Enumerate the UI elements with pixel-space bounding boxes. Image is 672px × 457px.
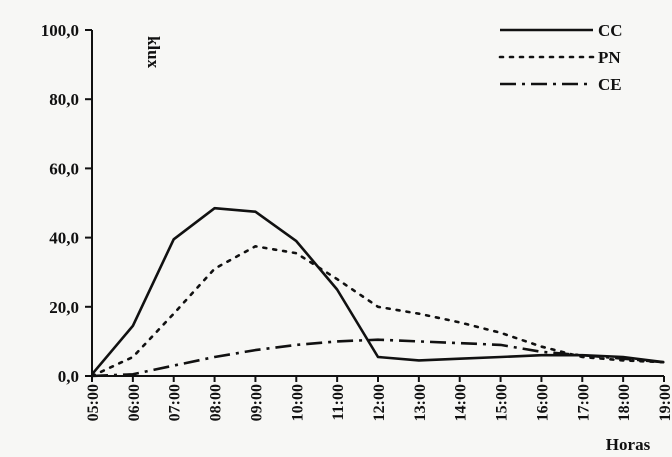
legend-label-pn: PN [598, 48, 621, 67]
x-tick-label: 15:00 [494, 384, 511, 421]
x-tick-label: 09:00 [248, 384, 265, 421]
series-line-ce [91, 338, 665, 378]
x-tick-label: 14:00 [453, 384, 470, 421]
chart-axes [91, 30, 664, 377]
chart-series [90, 206, 666, 378]
x-tick-label: 16:00 [534, 384, 551, 421]
legend: CC PN CE [498, 21, 623, 94]
y-axis-title: klux [144, 36, 163, 69]
x-tick-label: 13:00 [412, 384, 429, 421]
y-tick-label: 0,0 [58, 367, 79, 386]
x-axis-ticks: 05:00 06:00 07:00 08:00 09:00 10:00 11:00 12:00… [85, 376, 672, 421]
x-tick-label: 17:00 [575, 384, 592, 421]
x-tick-label: 19:00 [657, 384, 672, 421]
legend-label-cc: CC [598, 21, 623, 40]
x-axis-title: Horas [606, 435, 651, 454]
y-tick-label: 20,0 [49, 298, 79, 317]
y-tick-label: 60,0 [49, 159, 79, 178]
x-tick-label: 11:00 [330, 384, 347, 420]
x-tick-label: 08:00 [208, 384, 225, 421]
x-tick-label: 05:00 [85, 384, 102, 421]
x-tick-label: 18:00 [616, 384, 633, 421]
x-tick-label: 12:00 [371, 384, 388, 421]
series-line-pn [90, 245, 666, 378]
y-axis-ticks: 0,0 20,0 40,0 60,0 80,0 100,0 [41, 21, 92, 386]
x-tick-label: 06:00 [126, 384, 143, 421]
y-tick-label: 100,0 [41, 21, 79, 40]
legend-label-ce: CE [598, 75, 622, 94]
x-tick-label: 07:00 [167, 384, 184, 421]
y-tick-label: 40,0 [49, 229, 79, 248]
y-tick-label: 80,0 [49, 90, 79, 109]
series-line-cc [91, 206, 665, 376]
x-tick-label: 10:00 [289, 384, 306, 421]
